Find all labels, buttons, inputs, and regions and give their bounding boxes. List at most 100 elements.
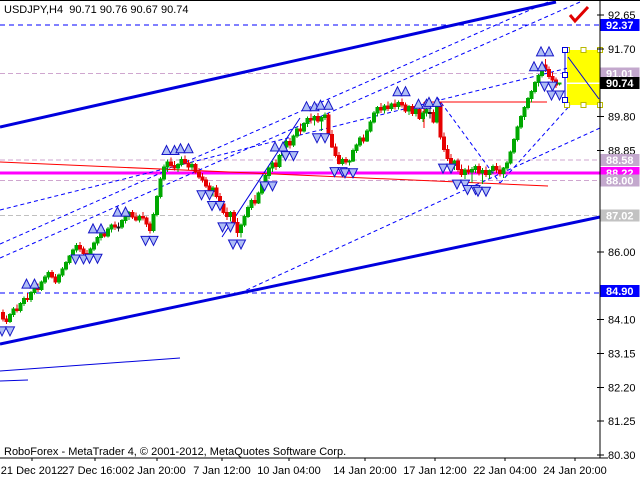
candle[interactable] bbox=[277, 155, 282, 167]
zone-diagonal[interactable] bbox=[567, 56, 600, 100]
candle[interactable] bbox=[379, 107, 383, 111]
candle[interactable] bbox=[113, 224, 117, 228]
candle[interactable] bbox=[64, 262, 68, 270]
candle[interactable] bbox=[232, 212, 236, 224]
candle[interactable] bbox=[480, 170, 485, 174]
candle[interactable] bbox=[197, 171, 201, 178]
channel-upper[interactable] bbox=[0, 0, 557, 129]
object-handle[interactable] bbox=[562, 72, 568, 78]
candle[interactable] bbox=[92, 242, 96, 250]
candle[interactable] bbox=[312, 116, 317, 121]
candle[interactable] bbox=[123, 215, 128, 222]
candle[interactable] bbox=[256, 192, 261, 204]
candle[interactable] bbox=[169, 161, 173, 167]
candle[interactable] bbox=[1, 312, 5, 320]
candle[interactable] bbox=[74, 245, 79, 251]
candle[interactable] bbox=[484, 170, 488, 175]
candle[interactable] bbox=[438, 104, 443, 138]
candle[interactable] bbox=[214, 187, 219, 198]
zone-handle[interactable] bbox=[564, 102, 570, 108]
candle[interactable] bbox=[508, 151, 513, 164]
candle[interactable] bbox=[200, 176, 205, 181]
candle[interactable] bbox=[316, 116, 320, 122]
candle[interactable] bbox=[351, 149, 355, 162]
candle[interactable] bbox=[288, 140, 292, 146]
thin-blue-a[interactable] bbox=[0, 357, 181, 372]
candle[interactable] bbox=[309, 117, 313, 121]
candle[interactable] bbox=[456, 160, 460, 170]
channel-lower[interactable] bbox=[0, 215, 601, 346]
candle[interactable] bbox=[295, 128, 299, 137]
candle[interactable] bbox=[141, 215, 145, 219]
candle[interactable] bbox=[557, 82, 562, 85]
candle[interactable] bbox=[550, 76, 555, 81]
zigzag-down[interactable] bbox=[436, 96, 501, 184]
candle[interactable] bbox=[522, 107, 527, 118]
candle[interactable] bbox=[228, 212, 233, 217]
candle[interactable] bbox=[235, 222, 240, 233]
candle[interactable] bbox=[46, 272, 51, 278]
candle[interactable] bbox=[148, 223, 152, 232]
candle[interactable] bbox=[354, 144, 359, 151]
candle[interactable] bbox=[78, 245, 82, 250]
candle[interactable] bbox=[130, 212, 135, 218]
candle[interactable] bbox=[137, 215, 142, 221]
candle[interactable] bbox=[81, 248, 86, 255]
candle[interactable] bbox=[60, 268, 65, 276]
candle[interactable] bbox=[330, 133, 334, 148]
candle[interactable] bbox=[515, 126, 520, 141]
candle[interactable] bbox=[144, 217, 149, 225]
candle[interactable] bbox=[99, 233, 103, 239]
candle[interactable] bbox=[526, 98, 530, 109]
candle[interactable] bbox=[270, 162, 275, 169]
candle[interactable] bbox=[536, 75, 541, 84]
candle[interactable] bbox=[333, 146, 338, 157]
candle[interactable] bbox=[470, 168, 474, 173]
candle[interactable] bbox=[102, 233, 107, 237]
candle[interactable] bbox=[547, 69, 551, 78]
candle[interactable] bbox=[246, 206, 250, 217]
candle[interactable] bbox=[442, 136, 446, 150]
candle[interactable] bbox=[162, 166, 166, 180]
candle[interactable] bbox=[372, 112, 376, 123]
candle[interactable] bbox=[491, 165, 495, 172]
candle[interactable] bbox=[43, 276, 47, 283]
candle[interactable] bbox=[337, 155, 341, 165]
candle[interactable] bbox=[239, 224, 243, 233]
candle[interactable] bbox=[183, 158, 187, 164]
candle[interactable] bbox=[11, 308, 16, 316]
candle[interactable] bbox=[386, 105, 390, 110]
candle[interactable] bbox=[512, 139, 516, 153]
candle[interactable] bbox=[106, 228, 110, 237]
candle[interactable] bbox=[494, 165, 499, 171]
zigzag-up[interactable] bbox=[499, 71, 601, 184]
candle[interactable] bbox=[375, 107, 380, 114]
candle[interactable] bbox=[50, 272, 54, 278]
candle[interactable] bbox=[95, 237, 100, 244]
candle[interactable] bbox=[428, 111, 432, 114]
candle[interactable] bbox=[519, 116, 523, 128]
inner-dashed-mid[interactable] bbox=[0, 59, 601, 211]
candle[interactable] bbox=[473, 165, 478, 170]
object-handle[interactable] bbox=[562, 97, 568, 103]
candle[interactable] bbox=[463, 169, 467, 175]
candle[interactable] bbox=[302, 123, 306, 132]
candle[interactable] bbox=[176, 164, 180, 169]
candle[interactable] bbox=[445, 148, 450, 160]
candle[interactable] bbox=[274, 162, 278, 167]
candle[interactable] bbox=[389, 103, 394, 110]
candle[interactable] bbox=[57, 274, 61, 283]
candle[interactable] bbox=[407, 106, 411, 112]
candle[interactable] bbox=[134, 216, 138, 221]
thin-blue-b[interactable] bbox=[0, 379, 29, 382]
candle[interactable] bbox=[501, 167, 506, 175]
candle[interactable] bbox=[326, 114, 331, 135]
candle[interactable] bbox=[18, 303, 23, 312]
candle[interactable] bbox=[400, 101, 404, 106]
candle[interactable] bbox=[155, 196, 159, 216]
candle[interactable] bbox=[253, 199, 257, 204]
candle[interactable] bbox=[165, 161, 170, 168]
candle[interactable] bbox=[358, 137, 362, 146]
candle[interactable] bbox=[225, 212, 229, 217]
candle[interactable] bbox=[340, 158, 345, 165]
